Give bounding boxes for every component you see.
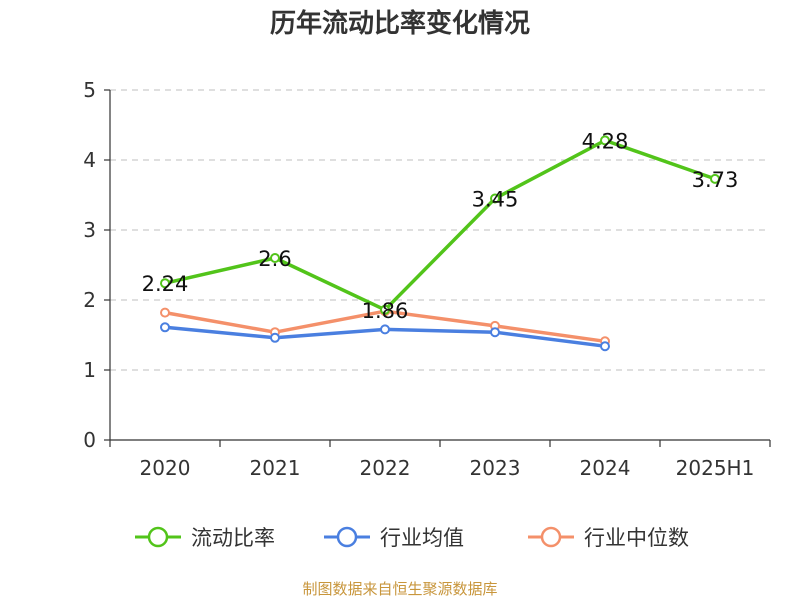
legend-marker — [336, 526, 358, 548]
legend-item: 行业均值 — [324, 526, 464, 550]
data-label: 2.24 — [142, 272, 189, 296]
y-tick-label: 3 — [83, 218, 96, 242]
data-point — [270, 332, 280, 343]
data-point — [160, 322, 170, 333]
y-tick-label: 1 — [83, 358, 96, 382]
data-label: 1.86 — [362, 299, 409, 323]
data-label: 3.45 — [472, 188, 519, 212]
series-line — [164, 138, 716, 312]
data-point — [380, 304, 390, 315]
axes: 0 1 2 3 4 5 2020 2021 2022 2023 2024 2025H1 — [83, 78, 771, 480]
x-tick-label: 2025H1 — [676, 456, 755, 480]
data-point — [600, 341, 610, 352]
data-label: 2.6 — [258, 247, 291, 271]
y-tick-label: 2 — [83, 288, 96, 312]
data-point — [160, 278, 170, 289]
chart-title: 历年流动比率变化情况 — [269, 9, 530, 39]
data-point — [490, 193, 500, 204]
legend-label: 行业中位数 — [584, 526, 689, 550]
data-label: 4.28 — [582, 129, 629, 153]
legend-label: 流动比率 — [191, 526, 275, 550]
x-tick-label: 2022 — [360, 456, 411, 480]
series-lines — [160, 135, 720, 352]
legend-label: 行业均值 — [380, 526, 464, 550]
x-tick-label: 2023 — [470, 456, 521, 480]
legend-marker — [147, 526, 169, 548]
x-tick-label: 2021 — [250, 456, 301, 480]
legend-item: 行业中位数 — [528, 526, 689, 550]
data-point — [600, 135, 610, 146]
y-tick-label: 5 — [83, 78, 96, 102]
x-tick-label: 2024 — [580, 456, 631, 480]
x-tick-label: 2020 — [140, 456, 191, 480]
data-point — [490, 327, 500, 338]
data-point — [380, 324, 390, 335]
y-tick-label: 4 — [83, 148, 96, 172]
data-label: 3.73 — [692, 168, 739, 192]
data-point — [710, 173, 720, 184]
source-note: 制图数据来自恒生聚源数据库 — [302, 580, 498, 598]
legend-marker — [540, 526, 562, 548]
legend: 流动比率 行业均值 行业中位数 — [135, 526, 689, 550]
data-point — [160, 307, 170, 318]
y-tick-label: 0 — [83, 428, 96, 452]
data-labels: 2.24 2.6 1.86 3.45 4.28 3.73 — [142, 129, 739, 322]
grid-lines — [110, 89, 770, 371]
legend-item: 流动比率 — [135, 526, 275, 550]
data-point — [270, 253, 280, 263]
